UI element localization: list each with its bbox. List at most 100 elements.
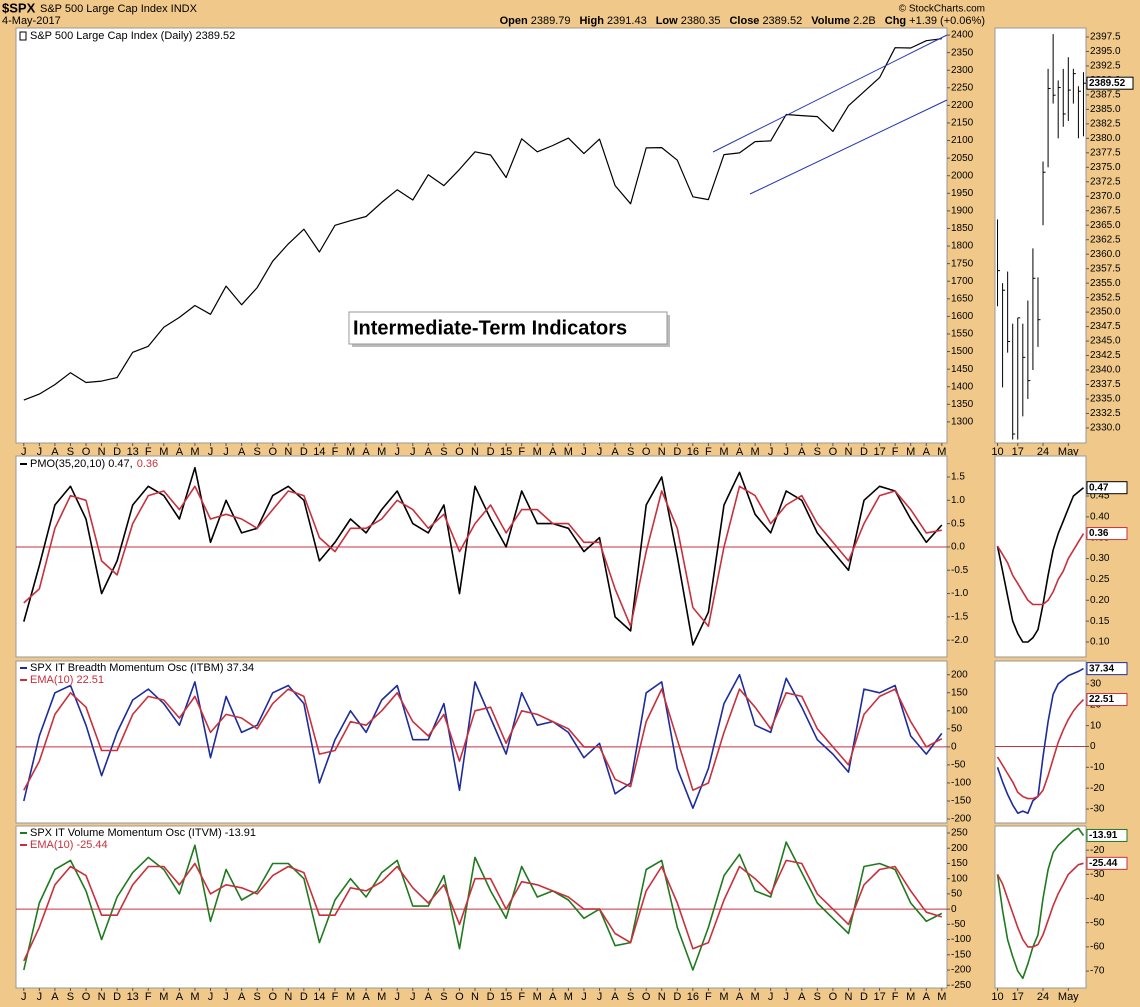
x-tick-label: J [208, 446, 214, 458]
x-tick-label: J [581, 991, 587, 1003]
y-tick-label: 10 [1090, 720, 1102, 731]
x-tick-label: J [223, 991, 229, 1003]
value-label: 0.47 [1089, 482, 1109, 493]
x-tick-label: N [658, 446, 666, 458]
y-tick-label: 2357.5 [1090, 263, 1121, 274]
quote-value: +1.39 (+0.06%) [909, 15, 985, 27]
y-tick-label: 50 [951, 889, 963, 900]
y-tick-label: 2337.5 [1090, 379, 1121, 390]
x-tick-label: J [783, 446, 789, 458]
x-tick-label: A [362, 446, 370, 458]
y-tick-label: 200 [951, 843, 968, 854]
plots: 1300135014001450150015501600165017001750… [15, 27, 1134, 1003]
y-tick-label: 200 [951, 669, 968, 680]
x-tick-label: S [440, 991, 447, 1003]
series-line [996, 862, 1084, 948]
x-tick-label: O [82, 446, 91, 458]
x-tick-label: S [67, 991, 74, 1003]
y-tick-label: 2350.0 [1090, 307, 1121, 318]
y-tick-label: 0.5 [951, 518, 965, 529]
x-tick-label: A [425, 991, 433, 1003]
x-tick-label: M [190, 991, 199, 1003]
x-tick-label: F [145, 446, 152, 458]
y-tick-label: 1350 [951, 399, 974, 410]
x-tick-label: O [642, 446, 651, 458]
x-tick-label: N [471, 991, 479, 1003]
x-tick-label: J [37, 991, 43, 1003]
series-line [996, 827, 1085, 980]
quote-label: Low [656, 15, 678, 27]
y-tick-label: 2100 [951, 135, 974, 146]
x-tick-label: A [238, 446, 246, 458]
y-tick-label: -50 [951, 919, 966, 930]
value-label: -25.44 [1089, 858, 1118, 869]
series-line [23, 688, 943, 791]
x-tick-label: 10 [991, 446, 1003, 458]
x-tick-label: J [394, 991, 400, 1003]
y-tick-label: 2200 [951, 100, 974, 111]
y-tick-label: 2392.5 [1090, 61, 1121, 72]
plot-frame [15, 27, 948, 444]
x-tick-label: D [487, 991, 495, 1003]
x-tick-label: N [844, 446, 852, 458]
value-label: 0.36 [1089, 528, 1109, 539]
x-tick-label: S [440, 446, 447, 458]
x-tick-label: 14 [313, 446, 325, 458]
quote: Open 2389.79 High 2391.43 Low 2380.35 Close 238… [500, 15, 985, 27]
series-line [996, 667, 1084, 814]
x-tick-label: O [642, 991, 651, 1003]
x-tick-label: M [937, 446, 946, 458]
x-tick-label: A [923, 446, 931, 458]
x-tick-label: A [549, 446, 557, 458]
x-tick-label: A [362, 991, 370, 1003]
x-tick-label: O [829, 991, 838, 1003]
y-tick-label: 2382.5 [1090, 118, 1121, 129]
x-tick-label: S [254, 991, 261, 1003]
y-tick-label: -150 [951, 949, 971, 960]
x-tick-label: A [51, 991, 59, 1003]
x-tick-label: A [923, 991, 931, 1003]
value-box [1086, 481, 1128, 495]
value-box [1086, 527, 1128, 541]
y-tick-label: -250 [951, 980, 971, 991]
y-tick-label: -30 [1090, 869, 1105, 880]
x-tick-label: D [300, 991, 308, 1003]
value-box [1086, 693, 1128, 707]
x-tick-label: F [145, 991, 152, 1003]
x-tick-label: S [67, 446, 74, 458]
x-tick-label: A [798, 991, 806, 1003]
x-tick-label: M [533, 446, 542, 458]
legend-label: SPX IT Breadth Momentum Osc (ITBM) 37.34 [30, 662, 254, 674]
y-tick-label: 2150 [951, 118, 974, 129]
x-tick-label: 24 [1037, 446, 1049, 458]
y-tick-label: 150 [951, 687, 968, 698]
x-tick-label: N [98, 446, 106, 458]
x-tick-label: J [581, 446, 587, 458]
y-tick-label: 1800 [951, 241, 974, 252]
x-tick-label: O [455, 446, 464, 458]
x-tick-label: D [860, 446, 868, 458]
x-tick-label: J [37, 446, 43, 458]
index-name: S&P 500 Large Cap Index INDX [40, 3, 198, 15]
x-tick-label: 13 [127, 446, 139, 458]
y-tick-label: 2380.0 [1090, 133, 1121, 144]
x-tick-label: A [549, 991, 557, 1003]
annotation: Intermediate-Term Indicators [353, 317, 627, 339]
x-tick-label: J [768, 446, 774, 458]
x-tick-label: J [21, 991, 27, 1003]
x-tick-label: May [1058, 446, 1079, 458]
value-label: 37.34 [1089, 663, 1114, 674]
legend-label: EMA(10) 22.51 [30, 674, 104, 686]
series-line [23, 466, 943, 646]
x-tick-label: F [892, 991, 899, 1003]
y-tick-label: 2372.5 [1090, 176, 1121, 187]
quote-label: Open [500, 15, 528, 27]
y-tick-label: 0.10 [1090, 637, 1110, 648]
quote-value: 2380.35 [681, 15, 721, 27]
x-tick-label: D [113, 446, 121, 458]
y-tick-label: -2.0 [951, 635, 969, 646]
x-tick-label: 13 [127, 991, 139, 1003]
x-tick-label: May [1058, 991, 1079, 1003]
x-tick-label: A [798, 446, 806, 458]
